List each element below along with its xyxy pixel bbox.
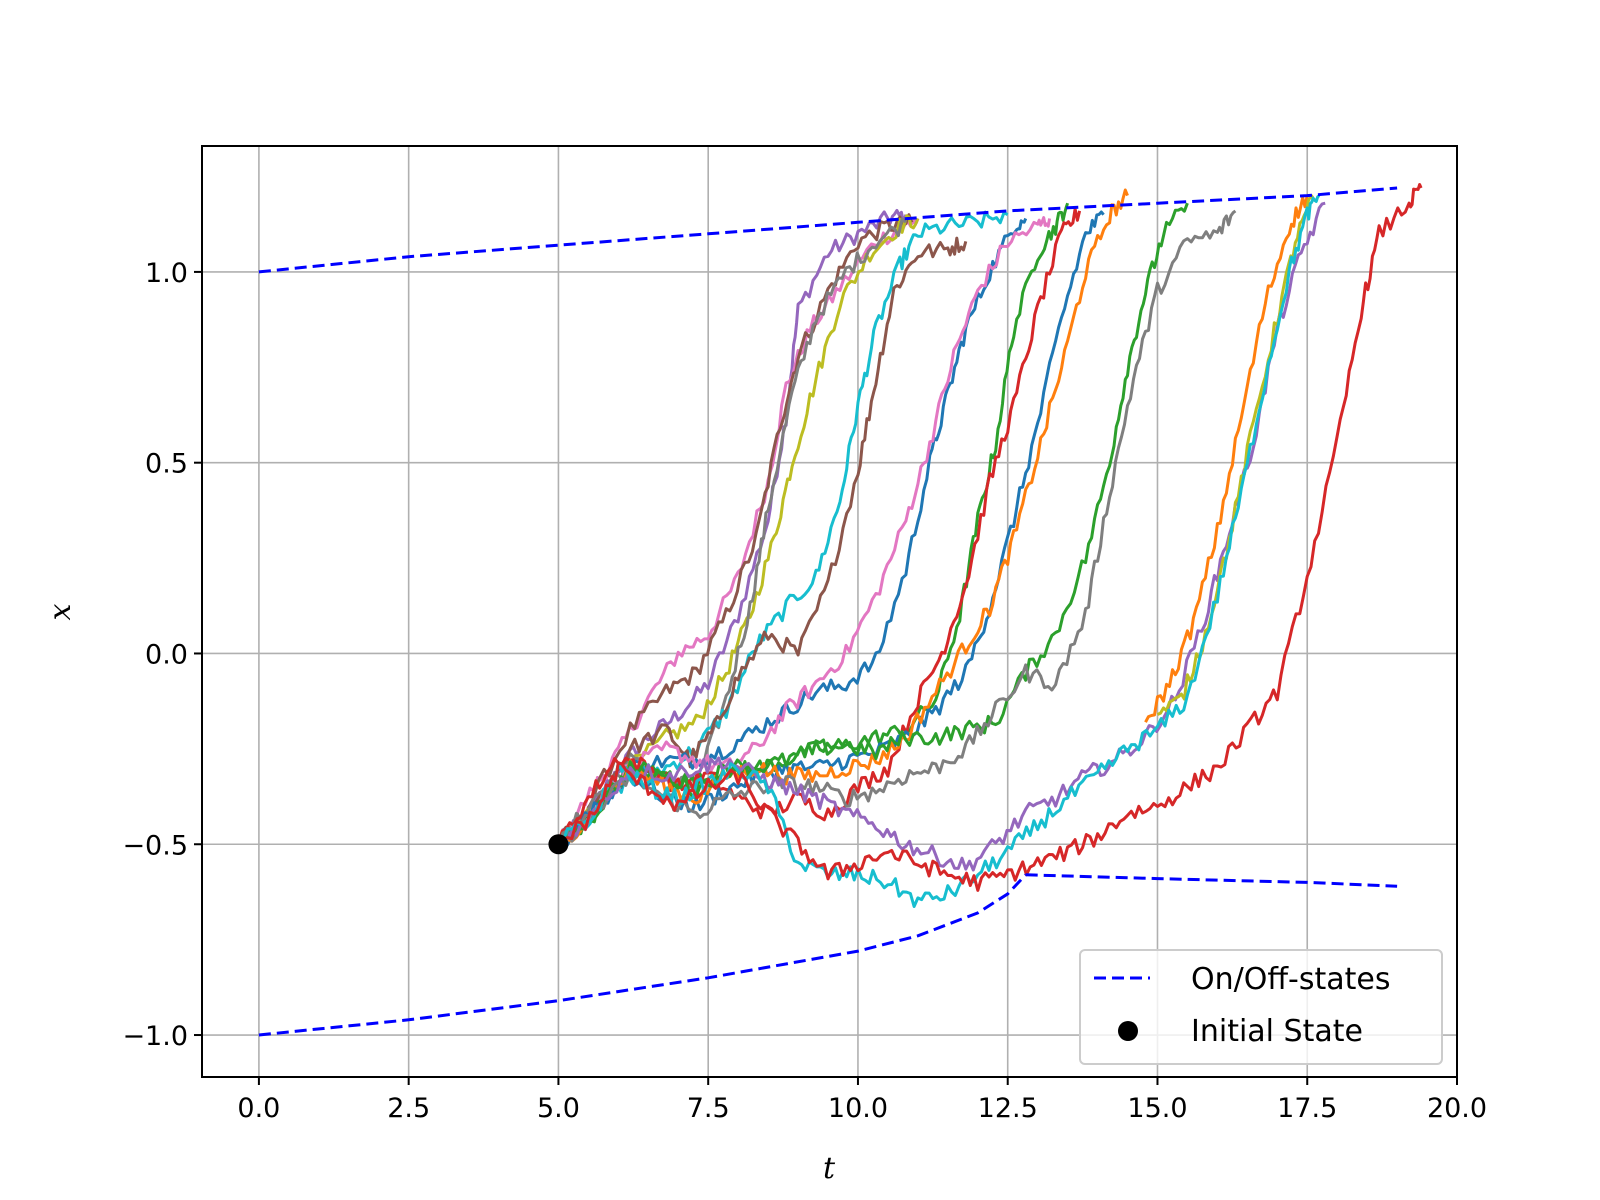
y-tick-label-1: −0.5 — [122, 830, 188, 861]
x-tick-label-5: 12.5 — [978, 1093, 1038, 1124]
legend: On/Off-states Initial State — [1079, 949, 1443, 1065]
trajectories — [556, 183, 1423, 908]
x-tick-label-2: 5.0 — [537, 1093, 580, 1124]
trajectory-1 — [556, 217, 920, 845]
trajectory-16 — [1144, 195, 1309, 723]
x-tick-label-3: 7.5 — [687, 1093, 730, 1124]
initial-state-marker — [548, 834, 569, 855]
x-axis-label: t — [823, 1151, 836, 1186]
legend-initial-state-label: Initial State — [1191, 1014, 1363, 1049]
on-off-state-lower-branch — [1025, 873, 1398, 888]
y-tick-label-4: 1.0 — [145, 258, 188, 289]
y-tick-label-3: 0.5 — [145, 449, 188, 480]
legend-on-off-label: On/Off-states — [1191, 962, 1390, 997]
legend-initial-state-swatch — [1118, 1021, 1138, 1041]
on-off-states — [258, 186, 1398, 1037]
x-tick-label-6: 15.0 — [1127, 1093, 1187, 1124]
x-tick-label-7: 17.5 — [1277, 1093, 1337, 1124]
trajectory-6 — [556, 236, 968, 845]
x-tick-label-0: 0.0 — [237, 1093, 280, 1124]
y-tick-label-2: 0.0 — [145, 639, 188, 670]
plot-frame — [201, 145, 1458, 1078]
trajectory-19 — [557, 183, 1423, 892]
initial-state-point — [548, 834, 569, 855]
trajectory-14 — [557, 209, 1237, 845]
trajectory-13 — [557, 202, 1189, 845]
trajectory-8 — [557, 216, 1052, 845]
legend-box — [1079, 949, 1443, 1065]
x-axis-ticks: 0.0 2.5 5.0 7.5 10.0 12.5 15.0 17.5 20.0 — [237, 1077, 1487, 1124]
trajectory-15 — [557, 201, 1326, 872]
trajectory-4 — [556, 217, 907, 845]
trajectory-2 — [556, 213, 914, 845]
x-tick-label-1: 2.5 — [387, 1093, 430, 1124]
trajectory-18 — [557, 194, 1321, 908]
x-tick-label-4: 10.0 — [828, 1093, 888, 1124]
y-axis-ticks: −1.0 −0.5 0.0 0.5 1.0 — [122, 258, 202, 1052]
y-axis-label: x — [43, 603, 78, 620]
x-tick-label-8: 20.0 — [1427, 1093, 1487, 1124]
on-off-state-lower — [258, 873, 1027, 1037]
trajectory-12 — [557, 188, 1129, 846]
trajectory-7 — [557, 217, 1028, 847]
on-off-state-upper — [258, 186, 1398, 274]
y-tick-label-0: −1.0 — [122, 1021, 188, 1052]
